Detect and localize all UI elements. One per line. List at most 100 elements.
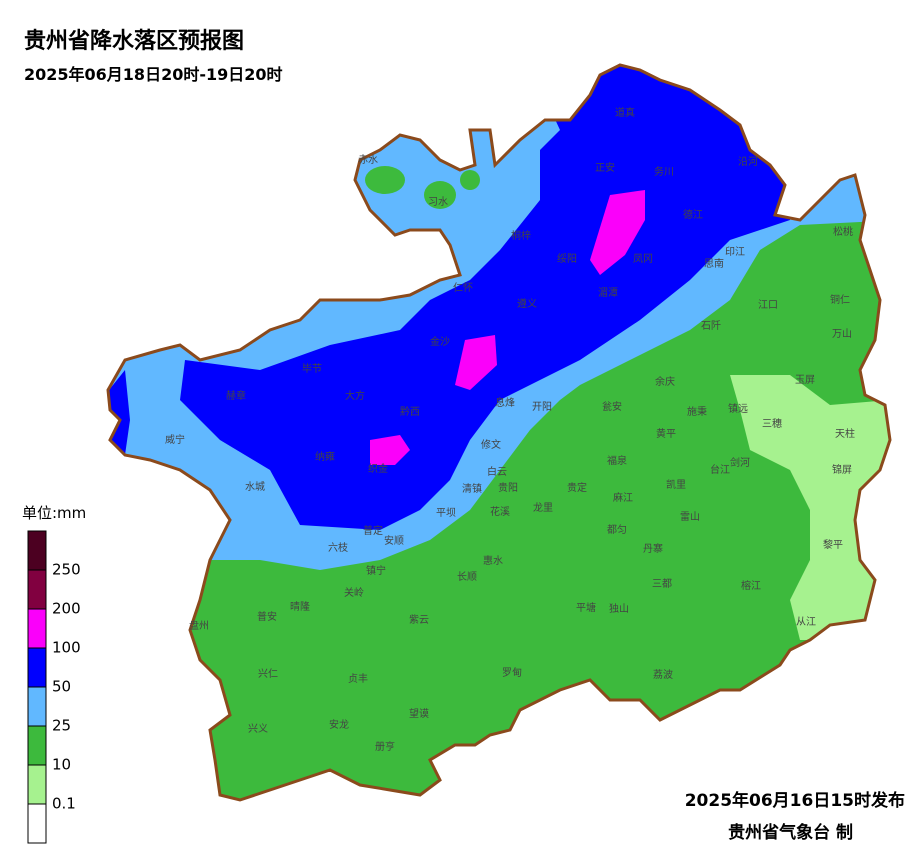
- legend-level: 25: [52, 717, 71, 735]
- place-label: 平坝: [436, 507, 456, 519]
- zone-magenta: [590, 190, 645, 275]
- place-label: 江口: [758, 299, 778, 311]
- subtitle: 2025年06月18日20时-19日20时: [24, 65, 283, 84]
- place-label: 兴仁: [258, 668, 278, 680]
- place-label: 习水: [428, 196, 448, 208]
- legend-swatch: [27, 647, 47, 688]
- place-label: 三都: [652, 578, 672, 590]
- issue-time: 2025年06月16日15时发布: [685, 790, 905, 811]
- zone-light-green: [730, 375, 890, 640]
- place-label: 开阳: [532, 401, 552, 413]
- place-label: 贵定: [567, 481, 587, 494]
- legend-unit: 单位:mm: [22, 504, 86, 522]
- place-label: 榕江: [741, 579, 761, 592]
- place-label: 安龙: [329, 718, 349, 731]
- legend-swatch: [27, 569, 47, 610]
- place-label: 绥阳: [557, 253, 577, 265]
- zone-green: [460, 170, 480, 190]
- place-label: 盘州: [189, 619, 209, 632]
- legend-level: 0.1: [52, 795, 76, 813]
- place-label: 麻江: [613, 491, 633, 504]
- place-label: 镇远: [728, 402, 748, 415]
- place-label: 织金: [368, 462, 388, 475]
- place-label: 锦屏: [832, 463, 852, 476]
- place-label: 荔波: [653, 668, 673, 681]
- place-label: 道真: [615, 106, 635, 119]
- place-label: 台江: [710, 463, 730, 476]
- place-label: 德江: [683, 208, 703, 221]
- place-label: 雷山: [680, 511, 700, 523]
- place-label: 余庆: [655, 375, 675, 388]
- place-label: 湄潭: [598, 287, 618, 299]
- place-label: 普安: [257, 610, 277, 623]
- place-label: 龙里: [533, 501, 553, 514]
- place-label: 清镇: [462, 482, 482, 495]
- place-label: 丹寨: [643, 542, 663, 555]
- legend-level: 10: [52, 756, 71, 774]
- place-label: 六枝: [328, 541, 348, 554]
- place-label: 沿河: [738, 156, 758, 168]
- legend-level: 50: [52, 678, 71, 696]
- legend-swatch: [27, 803, 47, 844]
- place-label: 金沙: [430, 335, 450, 348]
- place-label: 镇宁: [366, 564, 386, 577]
- agency: 贵州省气象台 制: [728, 822, 853, 843]
- place-label: 罗甸: [502, 666, 522, 679]
- place-label: 施秉: [687, 405, 707, 418]
- place-label: 正安: [595, 161, 615, 174]
- place-label: 桐梓: [511, 229, 531, 242]
- place-label: 剑河: [730, 456, 750, 469]
- place-label: 大方: [345, 389, 365, 402]
- place-label: 长顺: [457, 571, 477, 583]
- place-label: 贞丰: [348, 672, 368, 685]
- place-label: 从江: [796, 616, 816, 628]
- place-label: 兴义: [248, 723, 268, 735]
- place-label: 铜仁: [830, 294, 850, 306]
- place-label: 平塘: [576, 601, 596, 614]
- place-label: 白云: [487, 465, 507, 478]
- place-label: 花溪: [490, 505, 510, 518]
- legend-swatch: [27, 530, 47, 571]
- place-label: 思南: [704, 257, 724, 270]
- place-label: 万山: [832, 328, 852, 340]
- place-label: 惠水: [483, 554, 503, 567]
- place-label: 三穗: [762, 417, 782, 430]
- place-label: 普定: [363, 524, 383, 537]
- place-label: 松桃: [833, 225, 853, 238]
- zone-green: [365, 166, 405, 194]
- zone-magenta: [455, 335, 497, 390]
- place-label: 修文: [481, 438, 501, 451]
- legend-swatch: [27, 725, 47, 766]
- place-label: 遵义: [517, 297, 537, 310]
- place-label: 凯里: [666, 478, 686, 491]
- place-label: 毕节: [302, 362, 322, 375]
- legend-swatch: [27, 608, 47, 649]
- title: 贵州省降水落区预报图: [24, 29, 244, 54]
- place-label: 独山: [609, 602, 629, 615]
- place-label: 威宁: [165, 433, 185, 446]
- place-label: 印江: [725, 246, 745, 258]
- place-label: 都匀: [607, 524, 627, 536]
- place-label: 纳雍: [315, 450, 335, 463]
- legend-level: 100: [52, 639, 81, 657]
- place-label: 凤冈: [633, 253, 653, 265]
- place-label: 晴隆: [290, 600, 310, 613]
- place-label: 黔西: [400, 405, 420, 418]
- legend-level: 200: [52, 600, 81, 618]
- legend-swatch: [27, 764, 47, 805]
- place-label: 水城: [245, 481, 265, 493]
- place-label: 黄平: [656, 427, 676, 440]
- zone-blue: [108, 370, 130, 455]
- place-label: 赫章: [226, 389, 246, 402]
- place-label: 瓮安: [602, 400, 622, 413]
- legend: 0.1 10 25 50 100 200 250: [27, 530, 81, 844]
- zone-magenta: [370, 435, 410, 465]
- place-label: 息烽: [495, 396, 515, 409]
- place-label: 石阡: [701, 320, 721, 332]
- zone-blue: [180, 65, 790, 530]
- place-label: 赤水: [358, 154, 378, 166]
- place-label: 天柱: [835, 427, 855, 440]
